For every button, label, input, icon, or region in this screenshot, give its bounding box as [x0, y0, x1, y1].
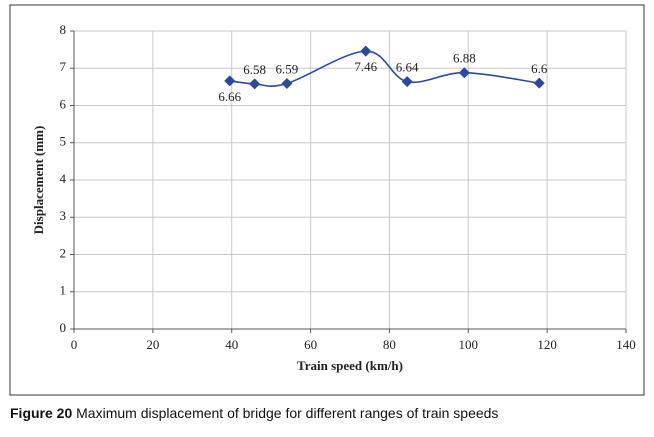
- x-tick-label: 80: [383, 337, 396, 352]
- y-tick-label: 7: [60, 59, 67, 74]
- x-tick-label: 120: [537, 337, 557, 352]
- y-tick-label: 2: [60, 245, 67, 260]
- caption: Figure 20 Maximum displacement of bridge…: [10, 405, 498, 421]
- x-tick-label: 0: [71, 337, 78, 352]
- y-tick-label: 3: [60, 208, 67, 223]
- caption-label: Figure 20: [10, 405, 72, 421]
- x-tick-label: 60: [304, 337, 317, 352]
- data-label: 6.64: [396, 60, 419, 75]
- marker: [249, 78, 261, 90]
- marker: [281, 78, 293, 90]
- y-tick-label: 0: [60, 320, 67, 335]
- marker: [533, 77, 545, 89]
- marker: [224, 75, 236, 87]
- x-tick-label: 140: [616, 337, 636, 352]
- marker: [360, 45, 372, 57]
- data-label: 6.66: [218, 89, 241, 104]
- y-tick-label: 8: [60, 22, 67, 37]
- marker: [401, 76, 413, 88]
- y-axis-label: Displacement (mm): [31, 126, 46, 235]
- chart-border: [9, 4, 645, 396]
- marker: [458, 67, 470, 79]
- data-label: 6.58: [243, 62, 266, 77]
- x-tick-label: 20: [146, 337, 159, 352]
- x-tick-label: 100: [459, 337, 479, 352]
- y-tick-label: 6: [60, 96, 67, 111]
- data-label: 6.6: [531, 61, 548, 76]
- y-tick-label: 1: [60, 283, 67, 298]
- y-tick-label: 5: [60, 134, 67, 149]
- data-label: 6.59: [276, 62, 299, 77]
- x-tick-label: 40: [225, 337, 238, 352]
- data-label: 7.46: [354, 59, 377, 74]
- x-axis-label: Train speed (km/h): [297, 358, 403, 373]
- data-label: 6.88: [453, 51, 476, 66]
- y-tick-label: 4: [60, 171, 67, 186]
- caption-text: Maximum displacement of bridge for diffe…: [76, 405, 498, 421]
